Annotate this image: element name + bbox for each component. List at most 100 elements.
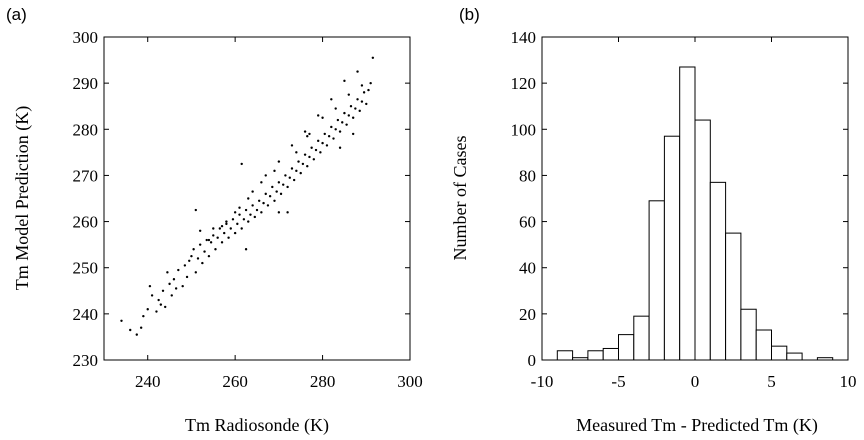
scatter-point: [240, 227, 243, 230]
histogram-bar: [633, 315, 650, 361]
scatter-point: [181, 284, 184, 288]
y-tick-label: 280: [73, 120, 99, 139]
scatter-point: [360, 84, 364, 87]
scatter-point: [273, 169, 276, 173]
scatter-point: [264, 192, 267, 196]
y-tick-label: 270: [73, 166, 99, 185]
y-tick-label: 300: [73, 28, 99, 47]
scatter-plot-frame: [103, 36, 411, 361]
x-tick-label: 240: [135, 372, 161, 391]
scatter-point: [238, 213, 241, 216]
scatter-point: [351, 132, 355, 136]
scatter-point: [227, 236, 230, 239]
scatter-point: [172, 278, 176, 281]
y-tick-label: 0: [528, 351, 537, 370]
scatter-point: [236, 222, 239, 226]
scatter-point: [135, 333, 138, 336]
scatter-point: [330, 125, 333, 129]
x-tick-label: 5: [767, 372, 776, 391]
scatter-point: [205, 238, 208, 242]
y-tick-label: 120: [511, 74, 537, 93]
x-tick-label: -10: [531, 372, 554, 391]
x-tick-label: 10: [840, 372, 857, 391]
histogram-bar: [740, 308, 757, 361]
scatter-point: [358, 109, 361, 113]
scatter-point: [306, 135, 309, 138]
y-tick-label: 60: [519, 213, 536, 232]
scatter-point: [317, 114, 320, 117]
scatter-point: [290, 144, 294, 147]
scatter-point: [212, 234, 215, 237]
histogram-bar: [587, 350, 604, 361]
scatter-point: [362, 91, 366, 94]
scatter-point: [338, 146, 342, 149]
scatter-point: [260, 181, 263, 184]
scatter-point: [201, 261, 204, 265]
scatter-point: [214, 248, 217, 251]
scatter-point: [207, 254, 211, 258]
scatter-point: [268, 194, 272, 198]
histogram-bar: [816, 357, 834, 361]
scatter-point: [317, 139, 320, 143]
histogram-bar: [709, 181, 727, 361]
scatter-point: [257, 199, 261, 203]
histogram-bar: [725, 232, 742, 361]
x-tick-label: -5: [611, 372, 625, 391]
scatter-point: [312, 158, 316, 161]
scatter-point: [190, 254, 193, 258]
y-tick-label: 290: [73, 74, 99, 93]
scatter-point: [120, 319, 123, 322]
scatter-point: [251, 204, 254, 207]
scatter-point: [301, 162, 305, 166]
scatter-point: [218, 227, 222, 230]
scatter-point: [349, 105, 353, 108]
y-tick-label: 240: [73, 305, 99, 324]
y-tick-label: 20: [519, 305, 536, 324]
scatter-point: [262, 201, 265, 205]
panel-label-b: (b): [459, 5, 480, 24]
scatter-point: [161, 289, 165, 292]
scatter-point: [247, 197, 250, 200]
scatter-point: [260, 211, 263, 214]
y-tick-label: 100: [511, 120, 537, 139]
scatter-point: [264, 174, 267, 177]
scatter-point: [242, 218, 246, 221]
scatter-point: [185, 275, 189, 279]
scatter-point: [229, 227, 232, 230]
scatter-point: [343, 111, 346, 115]
scatter-point: [356, 98, 359, 101]
scatter-point: [356, 70, 359, 73]
histogram-bar: [694, 119, 711, 361]
histogram-bar: [602, 347, 620, 361]
scatter-point: [157, 298, 160, 302]
scatter-point: [327, 135, 331, 138]
scatter-point: [170, 294, 173, 297]
y-tick-label: 260: [73, 213, 99, 232]
scatter-point: [345, 123, 348, 126]
scatter-point: [192, 248, 195, 251]
scatter-point: [233, 211, 237, 214]
scatter-point: [188, 259, 191, 262]
scatter-point: [177, 268, 180, 272]
scatter-point: [225, 222, 228, 226]
scatter-point: [336, 118, 340, 122]
scatter-point: [286, 211, 289, 214]
scatter-point: [196, 257, 200, 260]
scatter-points: [120, 56, 375, 336]
scatter-point: [308, 132, 311, 136]
scatter-point: [231, 218, 235, 221]
histogram-x-axis-title: Measured Tm - Predicted Tm (K): [576, 415, 818, 436]
scatter-point: [233, 231, 237, 235]
histogram-bars: [556, 66, 834, 361]
scatter-point: [367, 88, 370, 92]
y-tick-label: 40: [519, 259, 536, 278]
scatter-point: [255, 208, 259, 212]
histogram-bar: [771, 345, 788, 361]
y-tick-label: 140: [511, 28, 537, 47]
scatter-point: [295, 151, 298, 154]
scatter-point: [343, 79, 346, 83]
scatter-point: [314, 148, 318, 152]
scatter-point: [334, 128, 337, 131]
scatter-point: [354, 107, 357, 110]
